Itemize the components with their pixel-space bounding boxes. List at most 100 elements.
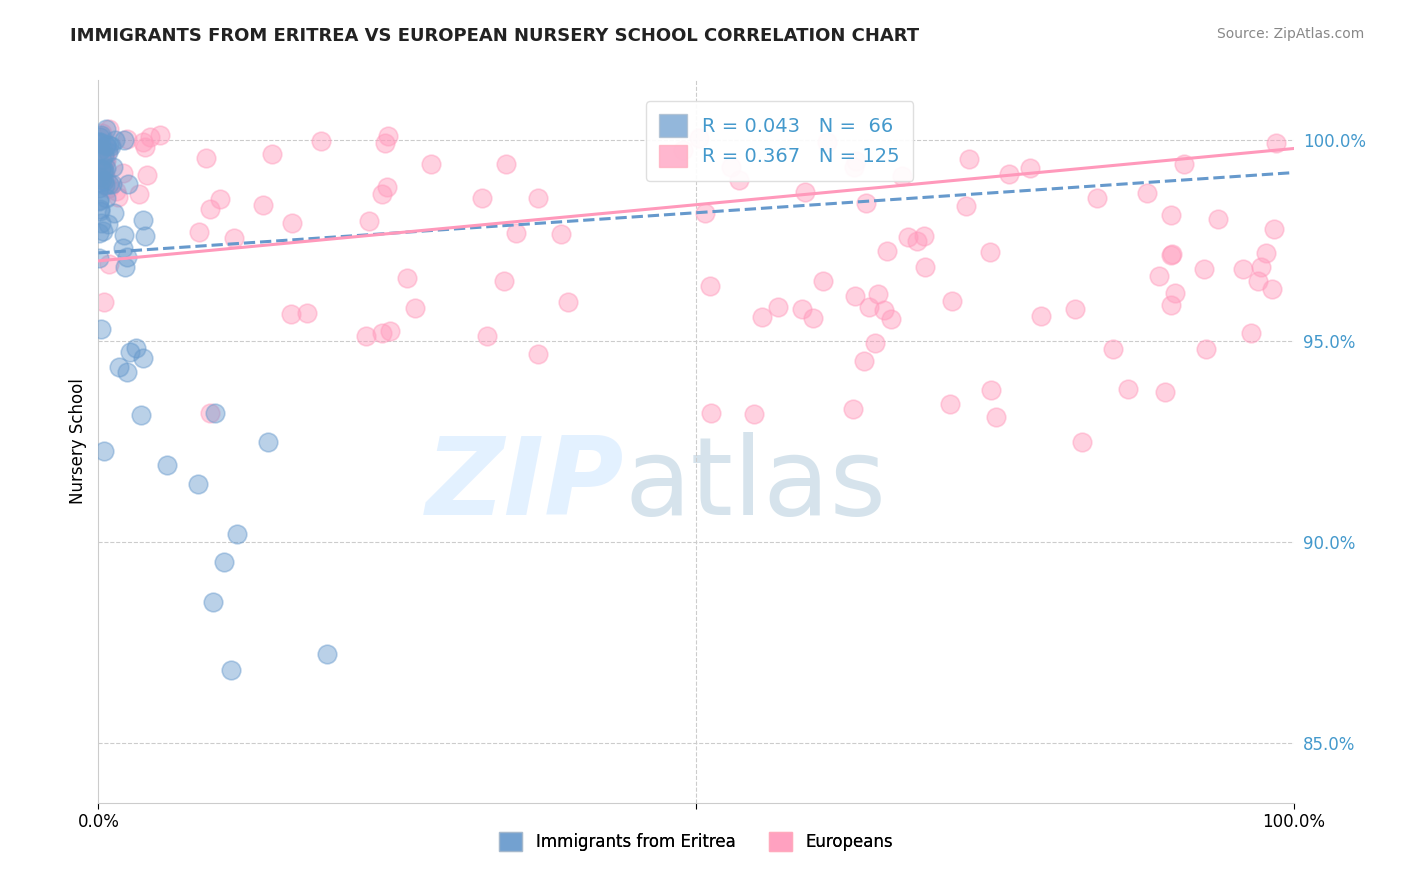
Point (112, 241, 135, 255)
Point (117, 178, 139, 192)
Point (550, 227, 572, 242)
Point (852, 354, 875, 368)
Point (198, 202, 221, 217)
Point (149, 128, 172, 142)
Point (527, 191, 550, 205)
Point (699, 279, 721, 293)
Point (94, 161, 117, 175)
Point (356, 328, 378, 343)
Point (112, 228, 135, 243)
Point (91, 126, 114, 140)
Point (89, 169, 111, 184)
Point (114, 260, 136, 274)
Point (315, 648, 337, 662)
Point (97, 122, 120, 136)
Point (557, 295, 579, 310)
Point (880, 311, 903, 326)
Point (117, 365, 139, 379)
Point (1147, 269, 1170, 284)
Point (766, 300, 789, 314)
Point (226, 526, 249, 541)
Point (1247, 274, 1270, 288)
Point (219, 664, 242, 678)
Point (120, 345, 142, 359)
Point (89, 193, 111, 207)
Point (876, 244, 898, 258)
Point (801, 310, 824, 325)
Point (91, 224, 114, 238)
Point (97, 217, 120, 231)
Point (1261, 282, 1284, 296)
Point (1240, 326, 1263, 341)
Point (91, 172, 114, 186)
Point (101, 178, 124, 192)
Point (93, 148, 115, 162)
Point (257, 434, 280, 449)
Point (1173, 157, 1195, 171)
Point (672, 143, 695, 157)
Point (214, 555, 236, 569)
Point (87, 251, 110, 265)
Point (103, 206, 125, 220)
Point (1136, 186, 1159, 201)
Point (1263, 222, 1285, 236)
Point (188, 225, 211, 239)
Point (295, 306, 318, 320)
Point (107, 190, 129, 204)
Point (104, 184, 127, 198)
Point (912, 228, 935, 243)
Point (404, 301, 426, 316)
Point (93, 168, 115, 182)
Point (979, 244, 1001, 259)
Point (280, 307, 302, 321)
Text: Source: ZipAtlas.com: Source: ZipAtlas.com (1216, 27, 1364, 41)
Point (107, 360, 129, 375)
Point (914, 260, 936, 274)
Point (1192, 262, 1215, 277)
Point (1160, 208, 1182, 222)
Point (93, 163, 115, 178)
Point (131, 351, 153, 365)
Point (941, 294, 963, 309)
Point (89, 144, 111, 158)
Point (1265, 136, 1288, 151)
Point (841, 401, 863, 416)
Point (89, 202, 111, 217)
Point (1250, 260, 1272, 274)
Point (89, 136, 111, 150)
Point (134, 229, 156, 244)
Point (87, 181, 110, 195)
Point (1160, 298, 1182, 312)
Point (997, 167, 1019, 181)
Point (873, 303, 896, 318)
Point (957, 152, 980, 166)
Text: ZIP: ZIP (426, 432, 624, 538)
Point (115, 250, 138, 264)
Point (195, 151, 218, 165)
Point (94, 122, 117, 136)
Point (1085, 192, 1108, 206)
Point (93, 153, 115, 167)
Y-axis label: Nursery School: Nursery School (69, 378, 87, 505)
Point (252, 197, 274, 211)
Point (89, 204, 111, 219)
Point (112, 133, 135, 147)
Point (97, 143, 120, 157)
Point (495, 157, 517, 171)
Point (96, 137, 118, 152)
Point (90, 128, 112, 143)
Point (134, 140, 156, 154)
Point (128, 186, 150, 201)
Point (260, 146, 283, 161)
Point (93, 178, 115, 192)
Point (377, 129, 399, 144)
Point (89, 129, 111, 144)
Point (93, 295, 115, 310)
Point (377, 180, 399, 194)
Point (790, 302, 813, 317)
Point (727, 173, 749, 187)
Point (104, 132, 127, 146)
Point (208, 193, 231, 207)
Point (492, 274, 515, 288)
Point (897, 230, 920, 244)
